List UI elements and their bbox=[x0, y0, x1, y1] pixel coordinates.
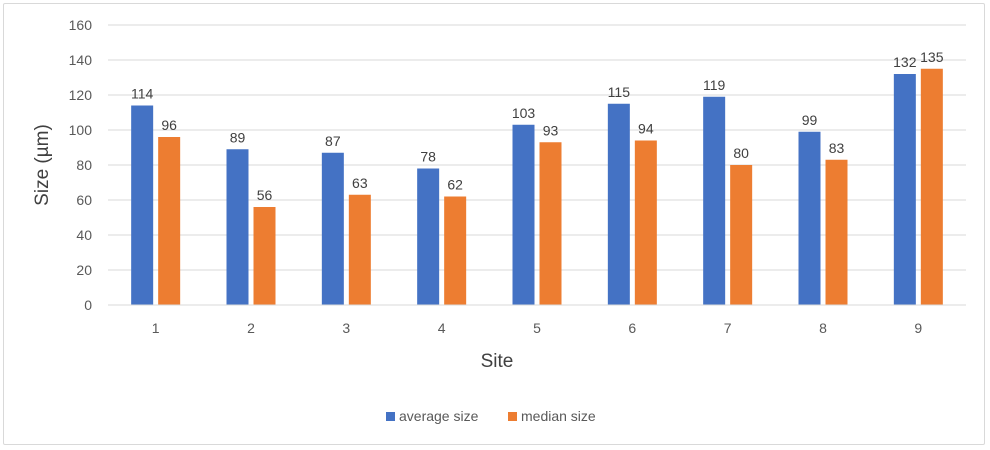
data-label: 132 bbox=[893, 54, 917, 70]
bar-average-size bbox=[131, 105, 154, 305]
y-tick-label: 140 bbox=[69, 52, 93, 68]
data-label: 93 bbox=[543, 122, 559, 138]
data-label: 103 bbox=[512, 105, 536, 121]
x-axis-title: Site bbox=[481, 351, 514, 372]
legend-label: average size bbox=[399, 408, 479, 424]
x-tick-label: 8 bbox=[819, 320, 827, 336]
x-tick-label: 9 bbox=[914, 320, 922, 336]
y-tick-label: 160 bbox=[69, 17, 93, 33]
data-label: 78 bbox=[420, 149, 436, 165]
x-tick-label: 3 bbox=[342, 320, 350, 336]
data-label: 87 bbox=[325, 133, 341, 149]
y-tick-label: 0 bbox=[84, 297, 92, 313]
data-label: 62 bbox=[447, 177, 463, 193]
data-label: 94 bbox=[638, 121, 654, 137]
legend-label: median size bbox=[521, 408, 596, 424]
y-tick-label: 120 bbox=[69, 87, 93, 103]
bar-median-size bbox=[348, 194, 371, 305]
y-axis-ticks: 0 20 40 60 80 100 120 140 160 bbox=[69, 17, 93, 313]
data-label: 115 bbox=[608, 84, 631, 100]
y-tick-label: 60 bbox=[76, 192, 92, 208]
legend-swatch bbox=[386, 412, 395, 421]
data-label: 63 bbox=[352, 175, 368, 191]
data-labels: 114 96 89 56 87 63 78 62 103 93 115 94 119 80 99 83 132 1… bbox=[131, 49, 944, 203]
bar-median-size bbox=[444, 196, 467, 305]
bar-median-size bbox=[634, 140, 657, 305]
data-label: 80 bbox=[733, 145, 749, 161]
x-axis-ticks: 1 2 3 4 5 6 7 8 9 bbox=[152, 320, 923, 336]
data-label: 114 bbox=[131, 86, 154, 102]
bar-average-size bbox=[607, 103, 630, 305]
x-tick-label: 6 bbox=[628, 320, 636, 336]
data-label: 96 bbox=[161, 117, 177, 133]
y-tick-label: 20 bbox=[76, 262, 92, 278]
legend: average size median size bbox=[386, 408, 596, 424]
x-tick-label: 4 bbox=[438, 320, 446, 336]
data-label: 56 bbox=[257, 187, 273, 203]
x-tick-label: 1 bbox=[152, 320, 160, 336]
data-label: 99 bbox=[802, 112, 818, 128]
bar-average-size bbox=[893, 74, 916, 305]
bar-average-size bbox=[512, 124, 535, 305]
x-tick-label: 7 bbox=[724, 320, 732, 336]
data-label: 119 bbox=[703, 77, 726, 93]
bar-median-size bbox=[730, 165, 753, 305]
legend-swatch bbox=[508, 412, 517, 421]
bar-average-size bbox=[417, 168, 440, 305]
data-label: 135 bbox=[920, 49, 944, 65]
bars bbox=[131, 68, 943, 305]
bar-average-size bbox=[703, 96, 726, 305]
x-tick-label: 2 bbox=[247, 320, 255, 336]
y-tick-label: 80 bbox=[76, 157, 92, 173]
y-tick-label: 40 bbox=[76, 227, 92, 243]
y-axis-title: Size (µm) bbox=[32, 124, 53, 206]
gridlines bbox=[108, 24, 966, 271]
bar-median-size bbox=[920, 68, 943, 305]
bar-average-size bbox=[226, 149, 249, 305]
data-label: 83 bbox=[829, 140, 845, 156]
bar-average-size bbox=[798, 131, 821, 305]
x-tick-label: 5 bbox=[533, 320, 541, 336]
y-tick-label: 100 bbox=[69, 122, 93, 138]
bar-median-size bbox=[158, 137, 181, 305]
bar-median-size bbox=[539, 142, 562, 305]
bar-average-size bbox=[321, 152, 344, 305]
bar-median-size bbox=[253, 207, 276, 305]
data-label: 89 bbox=[230, 129, 246, 145]
bar-median-size bbox=[825, 159, 848, 305]
